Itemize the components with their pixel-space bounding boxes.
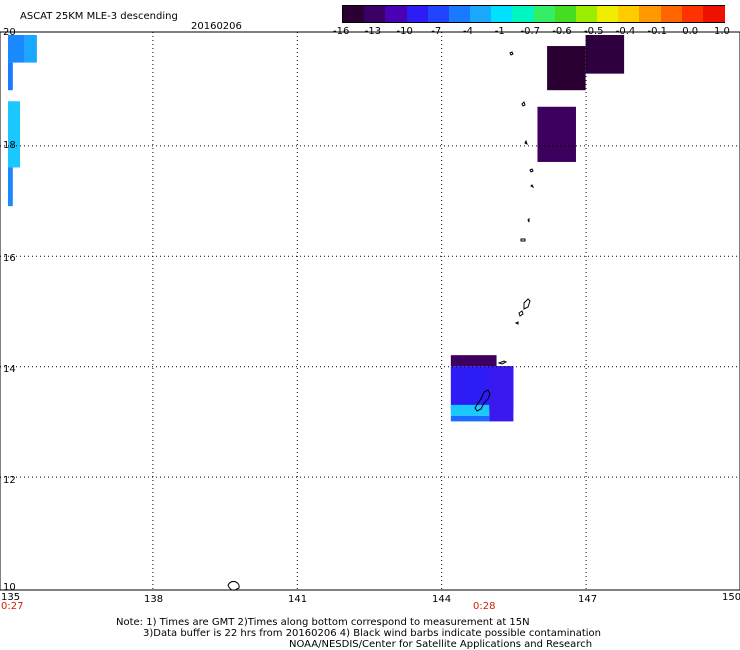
color-swatch — [554, 6, 577, 22]
island-outline — [523, 298, 531, 310]
wind-cell — [450, 355, 497, 367]
wind-cell — [585, 35, 625, 74]
color-scale-bar — [342, 5, 725, 23]
color-swatch — [448, 6, 471, 22]
wind-cell — [450, 404, 490, 416]
time-label-0028: 0:28 — [473, 601, 496, 612]
wind-cell — [450, 415, 490, 422]
wind-cell — [547, 46, 586, 91]
date-label: 20160206 — [191, 21, 242, 32]
island-outline — [524, 139, 528, 145]
island-outline — [474, 389, 491, 412]
color-swatch — [385, 6, 408, 22]
lat-label-14: 14 — [3, 364, 16, 375]
wind-cell — [8, 167, 13, 207]
island-outline — [527, 217, 530, 223]
plot-border — [0, 31, 740, 591]
lat-label-20: 20 — [3, 27, 16, 38]
time-label-0027: 0:27 — [1, 601, 24, 612]
island-outline — [518, 310, 524, 317]
island-outline — [530, 184, 535, 189]
island-outline — [227, 580, 240, 591]
lon-label-138: 138 — [144, 594, 164, 605]
wind-cells — [8, 35, 625, 422]
color-swatch — [343, 6, 365, 22]
lon-label-141: 141 — [288, 594, 308, 605]
color-swatch — [575, 6, 598, 22]
lat-label-10: 10 — [3, 582, 16, 593]
lat-label-12: 12 — [3, 475, 16, 486]
lon-label-144: 144 — [432, 594, 452, 605]
wind-cell — [537, 106, 576, 162]
note-line-2: 3)Data buffer is 22 hrs from 20160206 4)… — [143, 628, 601, 639]
color-swatch — [681, 6, 704, 22]
lon-label-147: 147 — [578, 594, 598, 605]
wind-cell — [8, 35, 25, 63]
color-swatch — [639, 6, 662, 22]
color-swatch — [491, 6, 513, 22]
island-outline — [509, 51, 514, 56]
wind-cell — [489, 366, 514, 422]
chart-title: ASCAT 25KM MLE-3 descending — [20, 11, 178, 22]
color-swatch — [406, 6, 429, 22]
island-outline — [497, 360, 508, 365]
wind-cell — [8, 101, 21, 168]
island-outline — [520, 238, 526, 242]
color-swatch — [660, 6, 683, 22]
color-swatch — [512, 6, 535, 22]
color-swatch — [597, 6, 619, 22]
lat-label-18: 18 — [3, 140, 16, 151]
color-swatch — [364, 6, 386, 22]
color-swatch — [618, 6, 640, 22]
color-swatch — [470, 6, 492, 22]
lon-label-150: 150 — [722, 592, 740, 603]
wind-cell — [8, 62, 13, 91]
color-swatch — [533, 6, 556, 22]
color-swatch — [702, 6, 725, 22]
color-swatch — [427, 6, 450, 22]
island-outline — [529, 168, 534, 173]
grid-lines — [0, 32, 740, 590]
wind-cell — [24, 35, 37, 63]
island-outline — [521, 101, 526, 107]
lat-label-16: 16 — [3, 253, 16, 264]
island-outlines — [227, 51, 535, 591]
lon-label-135: 135 — [1, 592, 21, 603]
island-outline — [514, 321, 519, 325]
note-line-3: NOAA/NESDIS/Center for Satellite Applica… — [289, 639, 593, 650]
note-line-1: Note: 1) Times are GMT 2)Times along bot… — [116, 617, 530, 628]
